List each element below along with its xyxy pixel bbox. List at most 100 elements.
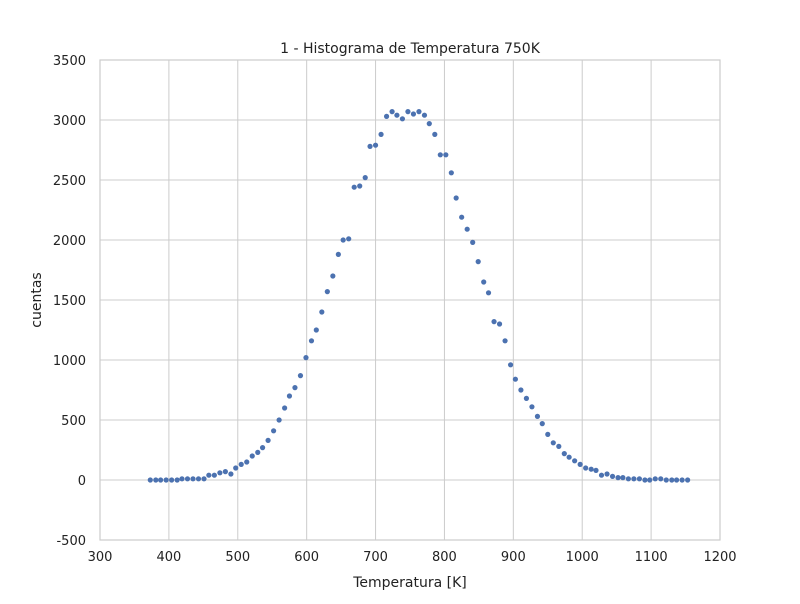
data-point [669,477,675,483]
data-point [340,237,346,243]
data-point [518,387,524,393]
data-point [615,475,621,481]
data-point [378,131,384,137]
data-point [282,405,288,411]
data-point [259,445,266,451]
data-point [249,453,255,459]
data-point [652,476,658,482]
data-point [265,437,271,443]
y-tick-label: 2000 [53,234,86,249]
data-point [609,473,616,479]
y-tick-label: 3500 [53,54,86,69]
data-points [147,109,691,483]
x-tick-label: 800 [432,550,457,565]
data-point [448,170,454,176]
data-point [561,451,567,457]
data-point [179,476,185,482]
data-point [399,116,406,122]
data-point [550,440,556,446]
data-point [217,470,223,476]
data-point [244,459,250,465]
data-point [255,449,261,455]
data-point [674,477,680,483]
data-point [286,393,293,399]
data-point [625,476,631,482]
data-point [443,152,449,158]
data-point [163,477,169,483]
y-tick-label: -500 [56,534,86,549]
data-point [631,476,637,482]
data-point [222,469,228,475]
data-point [367,143,373,149]
data-point [642,477,648,483]
data-point [147,477,153,483]
data-point [335,251,341,257]
data-point [658,476,664,482]
data-point [330,273,336,279]
data-point [195,476,202,482]
data-point [545,431,551,437]
data-point [184,476,191,482]
data-point [598,472,605,478]
data-point [572,458,578,464]
data-point [539,421,545,427]
data-point [405,109,411,115]
plot-frame [99,59,721,541]
data-point [201,476,207,482]
data-point [351,184,357,190]
data-point [685,477,691,483]
data-point [410,111,417,117]
data-point [636,476,643,482]
data-point [276,417,282,423]
data-point [485,290,492,296]
data-point [228,471,234,477]
data-point [481,279,487,285]
data-point [475,259,481,265]
y-tick-label: 3000 [53,114,86,129]
data-point [620,475,626,481]
data-point [389,109,395,115]
x-tick-label: 1000 [566,550,599,565]
data-point [459,214,465,220]
data-point [211,472,217,478]
data-point [362,175,368,181]
data-point [308,338,315,344]
y-tick-label: 1000 [53,354,86,369]
x-tick-label: 600 [294,550,319,565]
y-tick-label: 1500 [53,294,86,309]
y-tick-label: 0 [78,474,86,489]
data-point [394,112,400,118]
x-tick-label: 1100 [635,550,668,565]
x-tick-label: 300 [88,550,113,565]
x-tick-label: 1200 [703,550,736,565]
data-point [271,428,277,434]
data-point [647,477,653,483]
data-point [303,355,309,361]
data-point [566,454,572,460]
data-point [357,183,363,189]
data-point [588,466,594,472]
data-point [383,113,390,119]
data-point [233,465,239,471]
x-axis-label: Temperatura [K] [352,575,467,591]
data-point [174,477,180,483]
data-point [372,142,379,148]
data-point [523,395,530,401]
data-point [507,362,514,368]
data-point [679,477,685,483]
x-tick-label: 900 [501,550,526,565]
y-tick-label: 2500 [53,174,86,189]
data-point [577,461,583,467]
x-tick-label: 500 [225,550,250,565]
data-point [190,476,196,482]
data-point [491,319,497,325]
x-tick-label: 400 [156,550,181,565]
data-point [502,338,508,344]
data-point [421,112,428,118]
data-point [496,321,503,327]
data-point [313,327,319,333]
data-point [319,309,325,315]
y-tick-label: 500 [61,414,86,429]
data-point [470,239,476,245]
plot-border [99,59,721,541]
